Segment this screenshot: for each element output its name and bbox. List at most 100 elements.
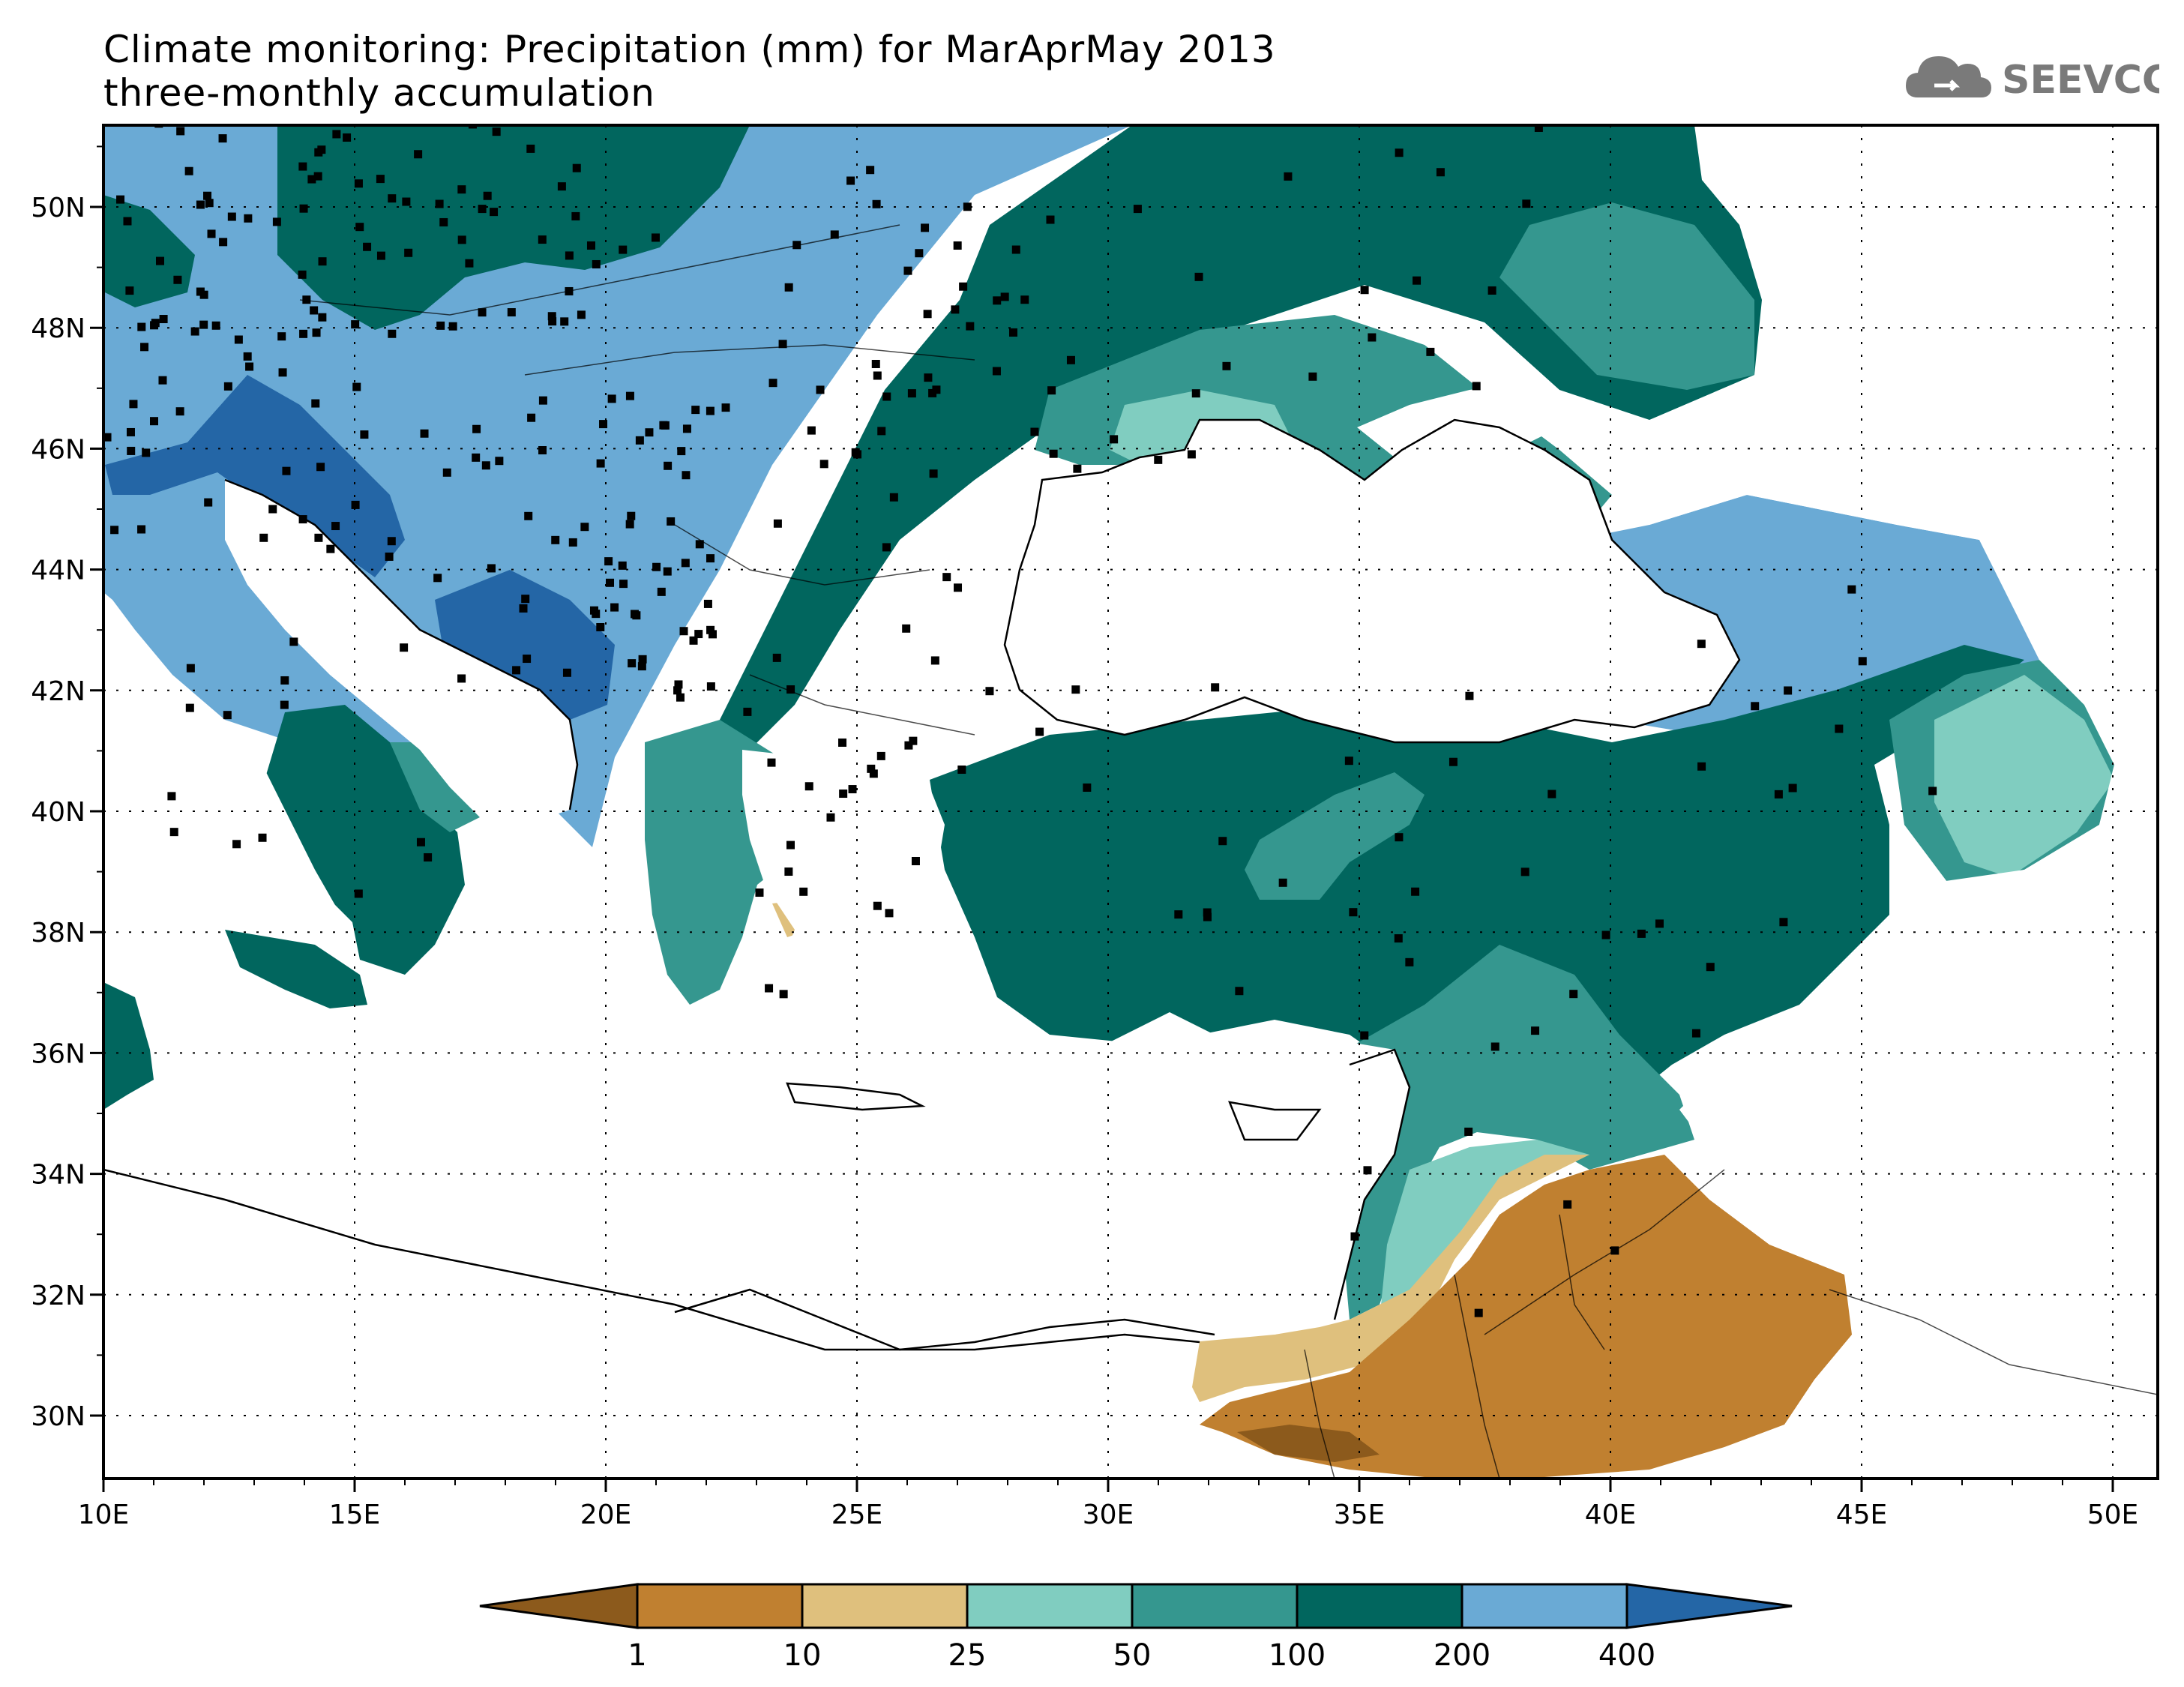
- station-marker: [332, 130, 341, 139]
- station-marker: [1531, 1026, 1540, 1035]
- station-marker: [682, 424, 691, 433]
- station-marker: [1363, 1166, 1372, 1175]
- station-marker: [628, 659, 637, 668]
- station-marker: [768, 379, 777, 388]
- station-marker: [568, 538, 577, 547]
- station-marker: [478, 205, 487, 214]
- station-marker: [521, 595, 530, 604]
- station-marker: [527, 413, 536, 422]
- station-marker: [1154, 455, 1163, 464]
- station-marker: [175, 407, 184, 416]
- station-marker: [571, 211, 580, 220]
- station-marker: [706, 625, 715, 634]
- station-marker: [1610, 1246, 1619, 1255]
- station-marker: [524, 511, 533, 520]
- station-marker: [211, 321, 220, 330]
- station-marker: [137, 525, 146, 534]
- station-marker: [1413, 276, 1422, 285]
- lon-label: 15E: [329, 1500, 381, 1530]
- station-marker: [1569, 990, 1578, 999]
- station-marker: [689, 636, 698, 645]
- station-marker: [1360, 286, 1369, 295]
- station-marker: [354, 179, 363, 188]
- station-marker: [547, 312, 556, 321]
- colorbar-label: 50: [1113, 1638, 1152, 1673]
- station-marker: [312, 328, 321, 337]
- station-marker: [966, 322, 975, 331]
- lon-label: 35E: [1334, 1500, 1386, 1530]
- zone-over-400-balkans: [435, 570, 615, 720]
- station-marker: [169, 828, 178, 837]
- station-marker: [512, 666, 521, 675]
- station-marker: [190, 327, 199, 336]
- station-marker: [592, 259, 601, 268]
- map-title: Climate monitoring: Precipitation (mm) f…: [103, 28, 1276, 71]
- station-marker: [708, 630, 717, 639]
- station-marker: [176, 127, 185, 136]
- station-marker: [993, 296, 1002, 305]
- station-marker: [557, 182, 566, 191]
- station-marker: [1394, 934, 1403, 943]
- station-marker: [963, 202, 972, 211]
- station-marker: [1083, 783, 1092, 792]
- station-marker: [869, 769, 878, 778]
- station-marker: [1464, 1127, 1473, 1136]
- station-marker: [663, 567, 672, 576]
- station-marker: [149, 417, 158, 426]
- station-marker: [385, 552, 394, 561]
- station-marker: [280, 108, 289, 116]
- lon-label: 25E: [831, 1500, 883, 1530]
- station-marker: [1110, 435, 1119, 444]
- station-marker: [562, 668, 571, 677]
- station-marker: [464, 61, 472, 70]
- station-marker: [427, 115, 436, 123]
- station-marker: [985, 687, 994, 696]
- station-markers: [80, 61, 1937, 1317]
- station-marker: [904, 741, 913, 750]
- colorbar-low-arrow: [479, 1583, 639, 1629]
- lon-label: 30E: [1083, 1500, 1134, 1530]
- station-marker: [204, 498, 213, 507]
- station-marker: [677, 447, 686, 456]
- station-marker: [773, 519, 782, 528]
- station-marker: [439, 217, 448, 226]
- lon-label: 10E: [78, 1500, 130, 1530]
- seevccc-logo: SEEVCCC: [1906, 56, 2159, 103]
- station-marker: [326, 544, 335, 553]
- station-marker: [1218, 837, 1227, 846]
- station-marker: [203, 191, 212, 200]
- colorbar-label: 400: [1598, 1638, 1655, 1673]
- station-marker: [1368, 333, 1377, 342]
- zone-50-100-anatolia: [1245, 772, 1425, 900]
- precipitation-field: [103, 125, 2158, 1479]
- station-marker: [354, 889, 363, 898]
- station-marker: [495, 457, 504, 466]
- station-marker: [1779, 918, 1788, 927]
- station-marker: [298, 515, 307, 524]
- cloud-icon: [1906, 56, 1991, 97]
- station-marker: [1133, 205, 1142, 214]
- station-marker: [551, 535, 560, 544]
- station-marker: [80, 255, 88, 263]
- station-marker: [1601, 930, 1610, 939]
- station-marker: [382, 94, 390, 103]
- lat-label: 46N: [31, 434, 85, 465]
- station-marker: [694, 630, 703, 639]
- zone-100-200-turkey: [930, 645, 2024, 1110]
- station-marker: [932, 385, 941, 394]
- station-marker: [838, 738, 847, 747]
- station-marker: [538, 396, 547, 405]
- station-marker: [786, 841, 795, 849]
- station-marker: [695, 540, 704, 549]
- station-marker: [572, 163, 581, 172]
- station-marker: [278, 368, 287, 377]
- station-marker: [404, 248, 413, 257]
- station-marker: [924, 373, 933, 382]
- station-marker: [652, 562, 661, 571]
- station-marker: [873, 901, 882, 910]
- station-marker: [942, 573, 951, 582]
- station-marker: [792, 241, 801, 250]
- station-marker: [871, 359, 880, 368]
- station-marker: [548, 317, 557, 326]
- station-marker: [903, 266, 912, 275]
